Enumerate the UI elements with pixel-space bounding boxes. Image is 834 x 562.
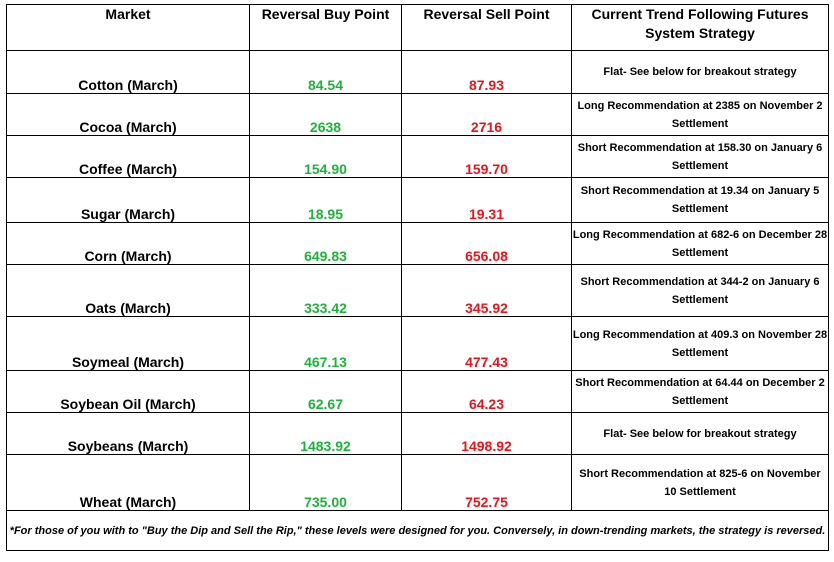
sell-point-cell: 2716 xyxy=(401,93,572,136)
strategy-cell: Long Recommendation at 2385 on November … xyxy=(571,93,829,136)
buy-point-cell: 1483.92 xyxy=(249,412,402,455)
table-row: Oats (March) 333.42 345.92 Short Recomme… xyxy=(6,264,829,317)
buy-point-cell: 333.42 xyxy=(249,264,402,317)
table-row: Cotton (March) 84.54 87.93 Flat- See bel… xyxy=(6,50,829,94)
table-row: Soybeans (March) 1483.92 1498.92 Flat- S… xyxy=(6,412,829,455)
strategy-cell: Short Recommendation at 64.44 on Decembe… xyxy=(571,370,829,413)
market-cell: Corn (March) xyxy=(6,222,250,265)
market-cell: Soybeans (March) xyxy=(6,412,250,455)
market-cell: Soymeal (March) xyxy=(6,316,250,371)
table-row: Sugar (March) 18.95 19.31 Short Recommen… xyxy=(6,177,829,223)
sell-point-cell: 64.23 xyxy=(401,370,572,413)
sell-point-cell: 752.75 xyxy=(401,454,572,511)
market-cell: Oats (March) xyxy=(6,264,250,317)
header-strategy: Current Trend Following Futures System S… xyxy=(571,4,829,51)
buy-point-cell: 154.90 xyxy=(249,135,402,178)
header-buy: Reversal Buy Point xyxy=(249,4,402,51)
table-row: Coffee (March) 154.90 159.70 Short Recom… xyxy=(6,135,829,178)
buy-point-cell: 18.95 xyxy=(249,177,402,223)
market-cell: Soybean Oil (March) xyxy=(6,370,250,413)
strategy-cell: Flat- See below for breakout strategy xyxy=(571,50,829,94)
table-row: Soymeal (March) 467.13 477.43 Long Recom… xyxy=(6,316,829,371)
buy-point-cell: 84.54 xyxy=(249,50,402,94)
sell-point-cell: 656.08 xyxy=(401,222,572,265)
table-row: Soybean Oil (March) 62.67 64.23 Short Re… xyxy=(6,370,829,413)
strategy-cell: Short Recommendation at 825-6 on Novembe… xyxy=(571,454,829,511)
futures-reversal-table: Market Reversal Buy Point Reversal Sell … xyxy=(6,4,829,551)
market-cell: Cocoa (March) xyxy=(6,93,250,136)
buy-point-cell: 2638 xyxy=(249,93,402,136)
sell-point-cell: 345.92 xyxy=(401,264,572,317)
market-cell: Coffee (March) xyxy=(6,135,250,178)
market-cell: Wheat (March) xyxy=(6,454,250,511)
sell-point-cell: 87.93 xyxy=(401,50,572,94)
strategy-cell: Long Recommendation at 682-6 on December… xyxy=(571,222,829,265)
sell-point-cell: 1498.92 xyxy=(401,412,572,455)
table-row: Corn (March) 649.83 656.08 Long Recommen… xyxy=(6,222,829,265)
buy-point-cell: 735.00 xyxy=(249,454,402,511)
footnote-row: *For those of you with to "Buy the Dip a… xyxy=(6,510,829,551)
table-row: Wheat (March) 735.00 752.75 Short Recomm… xyxy=(6,454,829,511)
market-cell: Sugar (March) xyxy=(6,177,250,223)
buy-point-cell: 467.13 xyxy=(249,316,402,371)
strategy-cell: Long Recommendation at 409.3 on November… xyxy=(571,316,829,371)
market-cell: Cotton (March) xyxy=(6,50,250,94)
footnote: *For those of you with to "Buy the Dip a… xyxy=(6,510,829,551)
header-row: Market Reversal Buy Point Reversal Sell … xyxy=(6,4,829,51)
strategy-cell: Short Recommendation at 19.34 on January… xyxy=(571,177,829,223)
sell-point-cell: 477.43 xyxy=(401,316,572,371)
sell-point-cell: 159.70 xyxy=(401,135,572,178)
sell-point-cell: 19.31 xyxy=(401,177,572,223)
strategy-cell: Short Recommendation at 158.30 on Januar… xyxy=(571,135,829,178)
buy-point-cell: 62.67 xyxy=(249,370,402,413)
table-row: Cocoa (March) 2638 2716 Long Recommendat… xyxy=(6,93,829,136)
header-sell: Reversal Sell Point xyxy=(401,4,572,51)
buy-point-cell: 649.83 xyxy=(249,222,402,265)
header-market: Market xyxy=(6,4,250,51)
strategy-cell: Short Recommendation at 344-2 on January… xyxy=(571,264,829,317)
strategy-cell: Flat- See below for breakout strategy xyxy=(571,412,829,455)
